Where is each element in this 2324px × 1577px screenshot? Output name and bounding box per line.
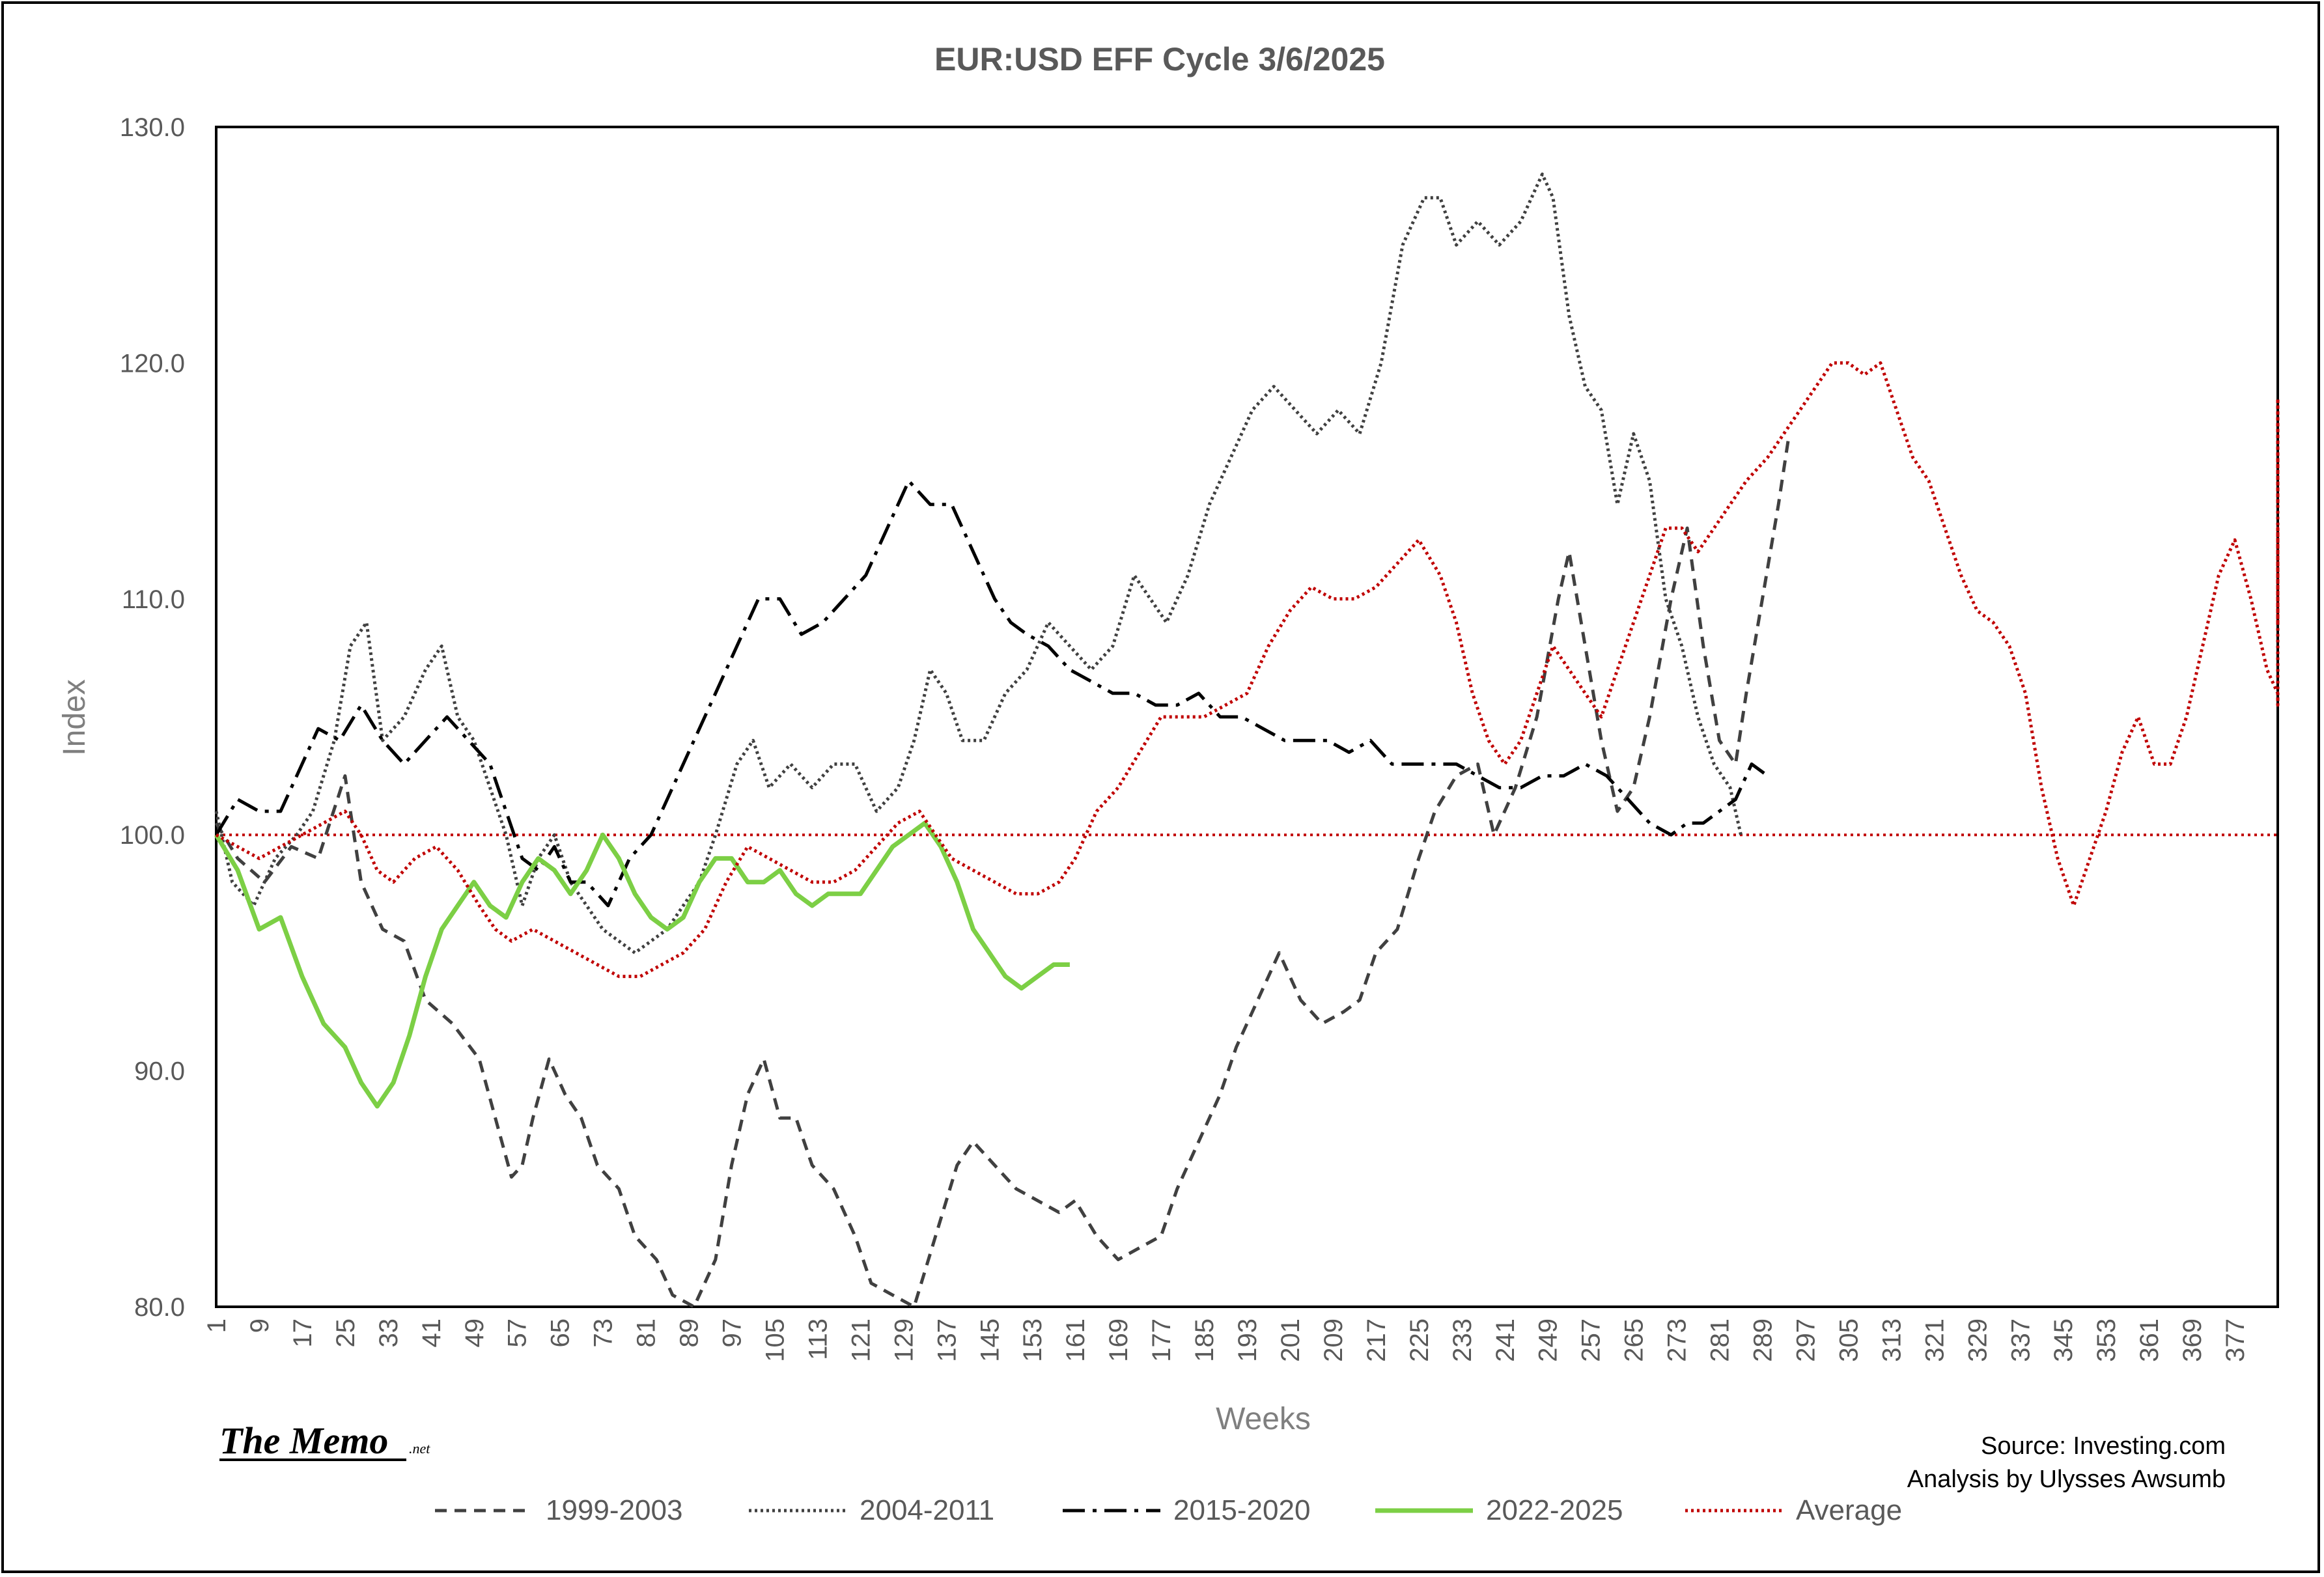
legend: 1999-2003 2004-2011 2015-2020 2022-2025 Aver… <box>435 1494 1902 1526</box>
x-tick-label: 249 <box>1534 1319 1563 1362</box>
x-tick-label: 153 <box>1018 1319 1047 1362</box>
x-tick-label: 337 <box>2006 1319 2035 1362</box>
x-tick-label: 121 <box>847 1319 875 1362</box>
x-tick-label: 305 <box>1834 1319 1863 1362</box>
legend-label: 1999-2003 <box>546 1494 682 1526</box>
brand-name: The Memo <box>219 1419 388 1462</box>
x-tick-label: 17 <box>288 1319 317 1348</box>
x-tick-label: 329 <box>1963 1319 1992 1362</box>
x-tick-label: 113 <box>804 1319 832 1360</box>
x-tick-label: 289 <box>1749 1319 1778 1362</box>
x-tick-label: 49 <box>460 1319 489 1348</box>
x-tick-label: 345 <box>2049 1319 2078 1362</box>
x-tick-label: 169 <box>1104 1319 1133 1362</box>
x-tick-label: 57 <box>503 1319 532 1348</box>
x-tick-label: 233 <box>1448 1319 1477 1362</box>
x-tick-label: 201 <box>1276 1319 1305 1362</box>
x-tick-labels: 1 9 17 25 33 41 49 57 65 73 81 89 97 105 113 121 129 137 1… <box>203 1319 2250 1362</box>
legend-label: Average <box>1796 1494 1902 1526</box>
series-line-1999-2003 <box>214 433 1791 1309</box>
series-line-2022-2025 <box>214 820 1070 1109</box>
x-tick-label: 81 <box>632 1319 661 1348</box>
x-tick-label: 145 <box>975 1319 1004 1362</box>
brand-suffix: .net <box>409 1440 430 1457</box>
x-tick-label: 1 <box>203 1319 231 1333</box>
x-tick-label: 129 <box>889 1319 918 1362</box>
x-tick-label: 353 <box>2092 1319 2121 1362</box>
x-tick-label: 137 <box>932 1319 961 1362</box>
x-tick-label: 185 <box>1190 1319 1219 1362</box>
series-line-2015-2020 <box>214 479 1769 908</box>
x-tick-label: 41 <box>417 1319 446 1348</box>
source-line-2: Analysis by Ulysses Awsumb <box>1907 1466 2226 1493</box>
x-tick-label: 313 <box>1877 1319 1906 1362</box>
x-tick-label: 297 <box>1791 1319 1820 1362</box>
x-tick-label: 73 <box>589 1319 618 1348</box>
y-tick-label: 120.0 <box>120 349 185 378</box>
x-tick-label: 377 <box>2221 1319 2250 1362</box>
x-tick-label: 97 <box>718 1319 747 1348</box>
x-tick-label: 361 <box>2135 1319 2164 1362</box>
plot-frame <box>215 126 2279 1308</box>
x-tick-label: 265 <box>1620 1319 1649 1362</box>
x-axis-label: Weeks <box>1216 1402 1311 1436</box>
x-tick-label: 225 <box>1405 1319 1434 1362</box>
x-tick-label: 209 <box>1319 1319 1348 1362</box>
legend-label: 2022-2025 <box>1486 1494 1623 1526</box>
x-tick-label: 25 <box>331 1319 360 1348</box>
legend-label: 2004-2011 <box>860 1494 994 1526</box>
series-group <box>214 173 2280 1309</box>
x-tick-label: 241 <box>1491 1319 1520 1362</box>
x-tick-label: 273 <box>1663 1319 1692 1362</box>
x-tick-label: 33 <box>374 1319 403 1348</box>
x-tick-label: 257 <box>1577 1319 1606 1362</box>
source-line-1: Source: Investing.com <box>1981 1432 2226 1460</box>
x-tick-label: 105 <box>761 1319 789 1362</box>
x-tick-label: 161 <box>1061 1319 1090 1362</box>
x-tick-label: 217 <box>1362 1319 1391 1362</box>
y-tick-label: 130.0 <box>120 113 185 142</box>
x-tick-label: 321 <box>1920 1319 1949 1362</box>
brand-logo: The Memo .net <box>219 1419 430 1462</box>
y-tick-label: 100.0 <box>120 821 185 850</box>
y-axis-label: Index <box>57 679 92 755</box>
x-tick-label: 281 <box>1706 1319 1735 1362</box>
y-tick-label: 80.0 <box>134 1293 185 1322</box>
x-tick-label: 89 <box>675 1319 704 1348</box>
plot-area: 80.0 90.0 100.0 110.0 120.0 130.0 1 9 17 25 33 41 4… <box>120 113 2280 1362</box>
y-tick-label: 90.0 <box>134 1057 185 1086</box>
x-tick-label: 193 <box>1233 1319 1262 1362</box>
legend-label: 2015-2020 <box>1173 1494 1310 1526</box>
x-tick-label: 65 <box>546 1319 575 1348</box>
x-tick-label: 9 <box>245 1319 274 1333</box>
chart-title: EUR:USD EFF Cycle 3/6/2025 <box>934 41 1385 77</box>
y-tick-label: 110.0 <box>122 585 185 614</box>
x-tick-label: 177 <box>1147 1319 1176 1362</box>
series-line-average <box>215 361 2280 979</box>
y-tick-labels: 80.0 90.0 100.0 110.0 120.0 130.0 <box>120 113 185 1322</box>
x-tick-label: 369 <box>2178 1319 2207 1362</box>
